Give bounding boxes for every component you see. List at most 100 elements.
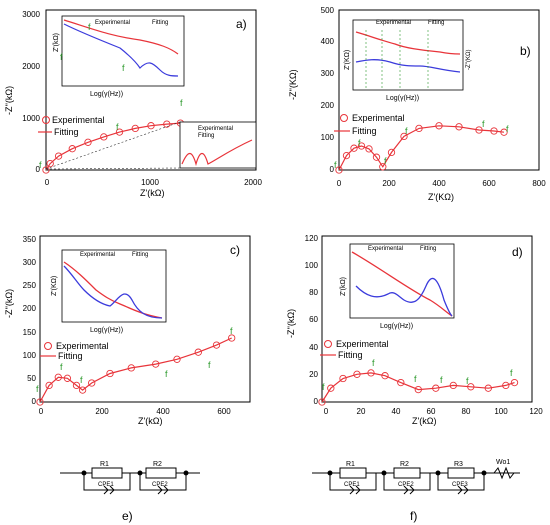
- experimental-point: [194, 348, 202, 356]
- circuit-f-labels: R1 R2 R3 CPE1 CPE2 CPE3 Wo1 f): [344, 459, 510, 523]
- inset-y-label: Z'(kΩ): [53, 33, 60, 52]
- x-tick: 40: [392, 407, 401, 416]
- panel-label: a): [236, 17, 247, 31]
- legend-fit-label: Fitting: [338, 350, 363, 360]
- zoom-guide: [45, 167, 181, 170]
- x-tick: 1000: [141, 178, 159, 187]
- nyquist-series: [42, 119, 185, 174]
- inset-zreal-fit: [355, 31, 461, 55]
- experimental-point: [131, 124, 139, 133]
- x-tick: 0: [39, 407, 44, 416]
- panel-label: d): [512, 245, 523, 259]
- x-tick: 200: [95, 407, 109, 416]
- f-label: f: [440, 375, 443, 385]
- experimental-point: [342, 151, 351, 160]
- y-tick: 350: [23, 235, 37, 244]
- y-tick: 300: [23, 258, 37, 267]
- f-label: f: [334, 160, 337, 170]
- y-tick: 3000: [22, 10, 40, 19]
- f-label: f: [230, 326, 233, 336]
- x-axis-label: Z'(kΩ): [140, 188, 164, 198]
- experimental-point: [449, 381, 457, 390]
- legend-exp-marker: [44, 342, 52, 350]
- inset-legend-exp: Experimental: [376, 20, 411, 26]
- r-label: R2: [153, 461, 162, 468]
- zoom-inset-fit: [181, 139, 253, 167]
- experimental-point: [318, 398, 326, 406]
- experimental-point: [432, 384, 440, 392]
- inset-frame: [61, 249, 167, 323]
- experimental-point: [387, 148, 396, 157]
- r-label: R1: [100, 461, 109, 468]
- inset-x-label: Log(γ(Hz)): [90, 91, 123, 98]
- legend-exp-label: Experimental: [336, 339, 389, 349]
- experimental-point: [173, 355, 181, 363]
- experimental-point: [415, 124, 423, 133]
- cpe1-symbol: [349, 485, 361, 495]
- experimental-point: [36, 398, 44, 406]
- panel-b: b) -Z''(KΩ) Z'(KΩ) 0 100 200 300 400 500…: [288, 6, 546, 202]
- fitting-line: [39, 337, 232, 403]
- x-axis-label: Z'(kΩ): [412, 416, 436, 426]
- x-tick: 80: [462, 407, 471, 416]
- f-label: f: [208, 360, 211, 370]
- inset-x-label: Log(γ(Hz)): [380, 323, 413, 330]
- zoom-inset-frame: [179, 121, 257, 169]
- experimental-point: [115, 128, 124, 136]
- inset-zimag-fit: [63, 265, 163, 319]
- experimental-point: [339, 374, 347, 383]
- experimental-point: [357, 142, 366, 150]
- f-label: f: [482, 119, 485, 129]
- experimental-point: [212, 341, 221, 349]
- legend-fit-label: Fitting: [58, 351, 83, 361]
- inset-y-label: Z'(kΩ): [340, 277, 347, 296]
- resistor-r1: [91, 467, 123, 479]
- cpe-label: CPE1: [98, 482, 114, 488]
- zoom-legend-exp: Experimental: [198, 126, 233, 132]
- experimental-point: [365, 145, 373, 153]
- inset-zreal-fit: [63, 261, 163, 319]
- cpe1-symbol: [103, 485, 115, 495]
- experimental-point: [152, 360, 160, 368]
- inset-legend-fit: Fitting: [420, 246, 436, 252]
- x-tick: 800: [532, 179, 546, 188]
- experimental-point: [45, 381, 53, 390]
- inset-frame: [352, 19, 464, 91]
- node: [81, 470, 87, 476]
- x-tick: 120: [529, 407, 543, 416]
- y-axis-label: -Z''(kΩ): [4, 289, 14, 318]
- node: [381, 470, 387, 476]
- f-label: f: [510, 368, 513, 378]
- legend-exp-label: Experimental: [352, 113, 405, 123]
- experimental-point: [379, 163, 387, 171]
- y-tick: 60: [309, 315, 318, 324]
- experimental-point: [467, 383, 475, 391]
- plot-frame: [321, 235, 533, 403]
- y-tick: 20: [309, 370, 318, 379]
- circuit-e-labels: R1 R2 CPE1 CPE2 e): [98, 461, 168, 523]
- node: [435, 470, 441, 476]
- x-tick: 600: [217, 407, 231, 416]
- experimental-point: [147, 122, 155, 130]
- cpe2-branch: [139, 473, 187, 491]
- f-label: f: [506, 124, 509, 134]
- cpe3-symbol: [457, 485, 469, 495]
- panel-a: a) -Z''(kΩ) Z'(kΩ) 0 1000 2000 3000 0 10…: [4, 9, 262, 198]
- legend-exp-label: Experimental: [56, 341, 109, 351]
- x-axis-label: Z'(KΩ): [428, 192, 454, 202]
- fitting-line: [338, 125, 505, 171]
- y-tick: 100: [305, 261, 319, 270]
- y-tick: 500: [321, 6, 335, 15]
- experimental-point: [327, 384, 335, 392]
- f-label: f: [384, 156, 387, 166]
- x-tick: 400: [156, 407, 170, 416]
- experimental-point: [400, 132, 408, 141]
- inset-frame: [349, 243, 455, 319]
- panel-label: b): [520, 44, 531, 58]
- node: [183, 470, 189, 476]
- f-label: f: [372, 358, 375, 368]
- f-label: f: [322, 382, 325, 392]
- resistor-r2: [145, 467, 177, 479]
- x-tick: 0: [337, 179, 342, 188]
